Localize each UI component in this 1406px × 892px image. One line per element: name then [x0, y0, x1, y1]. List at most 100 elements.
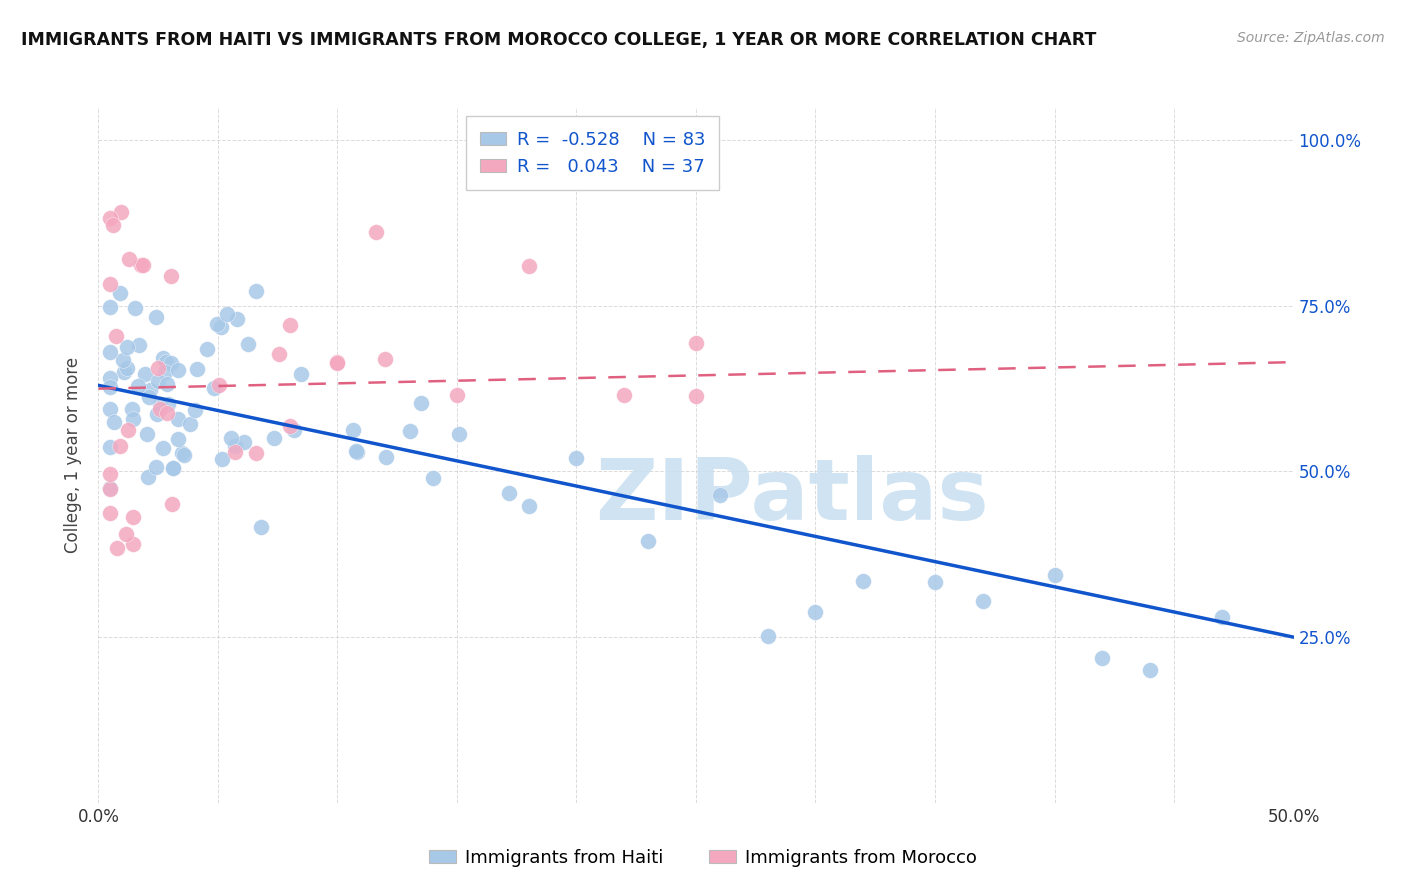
- Text: Source: ZipAtlas.com: Source: ZipAtlas.com: [1237, 31, 1385, 45]
- Point: [195, 342, 218, 356]
- Text: IMMIGRANTS FROM HAITI VS IMMIGRANTS FROM MOROCCO COLLEGE, 1 YEAR OR MORE CORRELA: IMMIGRANTS FROM HAITI VS IMMIGRANTS FROM…: [21, 31, 1097, 49]
- Text: ZIPatlas: ZIPatlas: [595, 455, 988, 538]
- Point: [122, 537, 145, 551]
- Point: [148, 361, 170, 376]
- Point: [263, 431, 285, 445]
- Point: [346, 444, 368, 458]
- Point: [155, 355, 177, 369]
- Point: [207, 318, 229, 332]
- Point: [709, 488, 731, 502]
- Point: [756, 629, 779, 643]
- Point: [209, 319, 232, 334]
- Point: [104, 329, 127, 343]
- Point: [184, 403, 207, 417]
- Point: [118, 252, 141, 266]
- Point: [159, 268, 181, 283]
- Point: [134, 367, 156, 381]
- Point: [364, 225, 387, 239]
- Point: [121, 402, 143, 417]
- Point: [146, 407, 169, 421]
- Point: [136, 426, 159, 441]
- Point: [152, 351, 174, 365]
- Point: [162, 498, 184, 512]
- Point: [245, 284, 267, 298]
- Point: [112, 352, 135, 367]
- Point: [98, 345, 122, 359]
- Point: [122, 412, 145, 426]
- Point: [98, 401, 122, 416]
- Point: [1043, 568, 1066, 582]
- Point: [852, 574, 875, 589]
- Point: [344, 443, 367, 458]
- Point: [98, 467, 122, 482]
- Point: [232, 434, 254, 449]
- Point: [375, 450, 398, 464]
- Point: [136, 470, 159, 484]
- Point: [250, 520, 273, 534]
- Point: [374, 352, 396, 367]
- Point: [565, 451, 588, 466]
- Point: [112, 365, 135, 379]
- Point: [280, 418, 302, 433]
- Point: [98, 481, 122, 495]
- Point: [173, 449, 195, 463]
- Point: [972, 594, 994, 608]
- Point: [132, 259, 155, 273]
- Point: [117, 423, 139, 437]
- Point: [236, 336, 259, 351]
- Point: [278, 318, 301, 332]
- Point: [157, 397, 180, 411]
- Legend: Immigrants from Haiti, Immigrants from Morocco: Immigrants from Haiti, Immigrants from M…: [422, 842, 984, 874]
- Point: [245, 445, 267, 459]
- Point: [139, 383, 162, 397]
- Point: [170, 446, 193, 460]
- Point: [517, 259, 540, 273]
- Point: [637, 534, 659, 549]
- Point: [326, 356, 349, 370]
- Legend: R =  -0.528    N = 83, R =   0.043    N = 37: R = -0.528 N = 83, R = 0.043 N = 37: [465, 116, 720, 190]
- Point: [128, 338, 150, 352]
- Point: [162, 461, 184, 475]
- Point: [117, 340, 139, 354]
- Point: [108, 439, 131, 453]
- Point: [122, 509, 145, 524]
- Point: [215, 307, 238, 321]
- Point: [221, 430, 243, 444]
- Point: [685, 388, 707, 402]
- Point: [446, 388, 468, 402]
- Point: [422, 471, 444, 485]
- Point: [447, 426, 470, 441]
- Point: [290, 367, 312, 381]
- Point: [517, 499, 540, 513]
- Point: [224, 439, 246, 453]
- Point: [1091, 650, 1114, 665]
- Point: [98, 211, 122, 225]
- Point: [105, 541, 128, 556]
- Point: [613, 388, 636, 402]
- Point: [224, 445, 246, 459]
- Point: [167, 363, 190, 377]
- Point: [127, 379, 149, 393]
- Point: [98, 379, 122, 393]
- Point: [167, 412, 190, 426]
- Point: [98, 506, 122, 520]
- Point: [804, 605, 827, 619]
- Point: [267, 346, 290, 360]
- Point: [124, 301, 146, 316]
- Point: [110, 204, 132, 219]
- Point: [149, 397, 172, 411]
- Point: [186, 362, 208, 376]
- Point: [108, 286, 131, 301]
- Point: [685, 335, 707, 350]
- Point: [156, 376, 179, 391]
- Point: [138, 390, 160, 404]
- Point: [149, 401, 172, 416]
- Point: [145, 310, 167, 324]
- Y-axis label: College, 1 year or more: College, 1 year or more: [65, 357, 83, 553]
- Point: [148, 374, 170, 388]
- Point: [202, 380, 225, 394]
- Point: [1139, 663, 1161, 677]
- Point: [160, 355, 183, 369]
- Point: [153, 365, 176, 379]
- Point: [98, 482, 122, 496]
